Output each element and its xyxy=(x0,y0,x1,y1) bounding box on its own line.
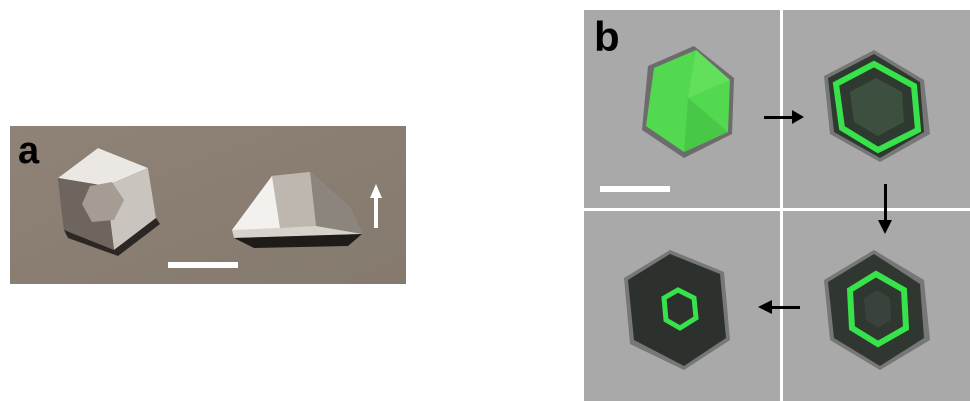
panel-b: b xyxy=(584,10,970,401)
panel-a: a xyxy=(10,126,406,284)
arrow-right-icon xyxy=(764,110,804,124)
arrow-down-icon xyxy=(878,184,892,234)
panel-label-a: a xyxy=(18,130,40,172)
fluorescent-hexagon-uniform xyxy=(642,46,734,158)
vertical-divider xyxy=(780,10,783,401)
panel-label-b: b xyxy=(594,13,620,60)
hexagonal-crystal-top-view xyxy=(58,148,160,256)
panel-a-micrograph xyxy=(10,126,406,284)
arrow-left-icon xyxy=(758,300,800,314)
fluorescent-hexagon-ring-medium xyxy=(824,250,930,370)
scale-bar xyxy=(168,262,238,268)
panel-b-micrograph xyxy=(584,10,970,401)
fluorescent-hexagon-ring-small xyxy=(624,250,730,370)
scale-bar xyxy=(600,186,670,192)
hexagonal-crystal-side-view xyxy=(232,172,362,248)
horizontal-divider xyxy=(584,208,970,211)
fluorescent-hexagon-ring-large xyxy=(824,50,930,162)
up-arrow-icon xyxy=(370,184,382,228)
